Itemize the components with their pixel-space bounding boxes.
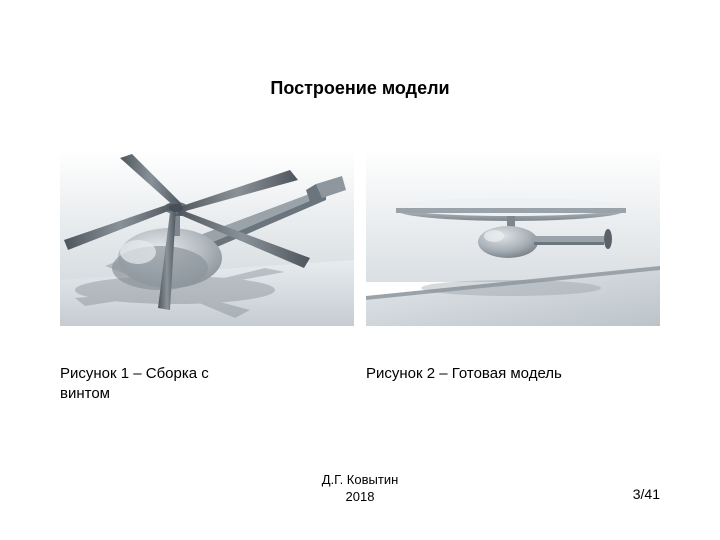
slide-title: Построение модели — [0, 78, 720, 99]
figure-2: Рисунок 2 – Готовая модель — [366, 150, 660, 405]
figure-1-caption: Рисунок 1 – Сборка с винтом — [60, 364, 260, 405]
figure-2-render — [366, 150, 660, 326]
footer-author-name: Д.Г. Ковытин — [322, 472, 399, 487]
footer-author-year: 2018 — [346, 489, 375, 504]
footer-page-number: 3/41 — [633, 486, 660, 502]
figure-1: Рисунок 1 – Сборка с винтом — [60, 150, 354, 405]
figure-1-render — [60, 150, 354, 326]
footer-author: Д.Г. Ковытин 2018 — [0, 472, 720, 506]
figures-row: Рисунок 1 – Сборка с винтом — [60, 150, 660, 405]
figure-2-caption: Рисунок 2 – Готовая модель — [366, 364, 566, 384]
